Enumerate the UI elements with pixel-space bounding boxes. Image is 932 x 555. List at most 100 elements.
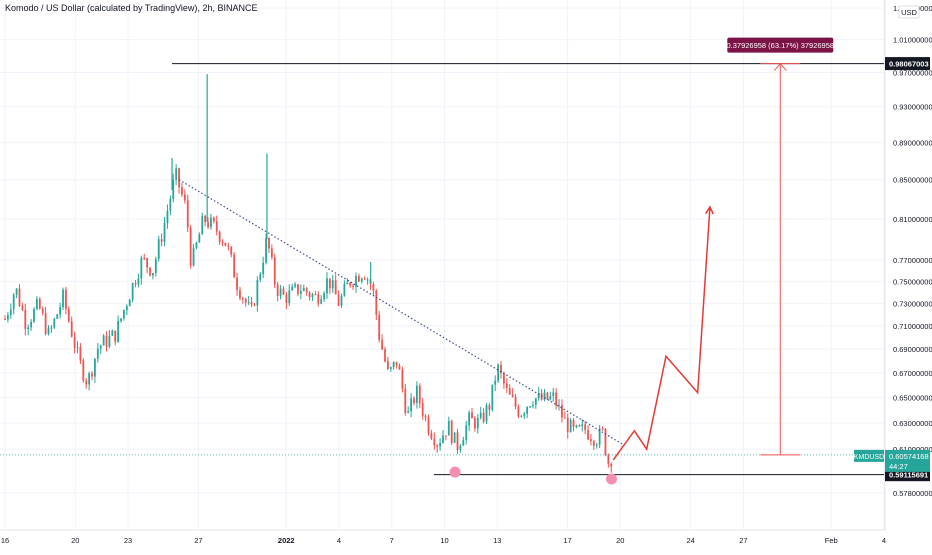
candle-body: [532, 405, 534, 407]
candle-body: [337, 294, 340, 306]
price-tick-label: 0.75000000: [893, 277, 932, 286]
candle-body: [363, 278, 366, 280]
candle-body: [181, 187, 183, 195]
candle-body: [53, 318, 56, 328]
candle-body: [558, 405, 560, 407]
candle-body: [389, 367, 392, 369]
candle-body: [108, 335, 111, 347]
candle-body: [73, 336, 76, 348]
candle-body: [308, 292, 311, 298]
candle-body: [218, 231, 221, 242]
candle-body: [27, 327, 30, 329]
candle-body: [601, 428, 604, 430]
candle-body: [459, 445, 462, 450]
price-tick-label: 0.77000000: [893, 256, 932, 265]
candle-body: [111, 330, 114, 336]
candle-body: [152, 273, 154, 276]
candle-body: [256, 279, 259, 306]
candle-body: [212, 217, 215, 222]
candle-body: [172, 179, 175, 199]
time-tick-label: 20: [616, 536, 624, 545]
candle-body: [561, 405, 563, 418]
candle-body: [360, 278, 363, 282]
candle-body: [302, 288, 305, 291]
candle-body: [424, 416, 427, 418]
candle-body: [372, 283, 375, 291]
candle-body: [326, 278, 328, 294]
candle-body: [410, 398, 412, 412]
candle-body: [149, 267, 151, 276]
candle-body: [59, 307, 62, 315]
candle-body: [94, 358, 96, 377]
ticker-tag-box: [854, 449, 884, 462]
candle-body: [268, 238, 270, 249]
candle-body: [386, 361, 389, 369]
candle-body: [331, 280, 334, 289]
candle-body: [526, 406, 529, 414]
candle-body: [595, 444, 598, 446]
projection-arrowhead: [705, 205, 715, 215]
countdown-tag: 44:27: [889, 462, 908, 471]
candle-body: [555, 392, 558, 406]
candle-body: [276, 284, 279, 296]
price-tick-label: 0.63000000: [893, 419, 932, 428]
candle-body: [343, 284, 346, 296]
candle-body: [488, 405, 491, 410]
candle-body: [224, 243, 227, 246]
candle-body: [349, 282, 352, 286]
candle-body: [227, 245, 230, 247]
time-tick-label: 23: [124, 536, 132, 545]
candle-body: [120, 318, 122, 321]
candle-body: [79, 347, 82, 361]
candle-body: [552, 392, 555, 396]
candle-body: [534, 398, 537, 406]
candle-body: [355, 275, 357, 287]
candle-body: [236, 277, 238, 291]
currency-label: USD: [901, 8, 917, 17]
price-tick-label: 0.73000000: [893, 299, 932, 308]
candle-body: [262, 262, 265, 275]
time-tick-label: 13: [493, 536, 501, 545]
candle-body: [143, 257, 146, 259]
candle-body: [160, 239, 163, 242]
candle-body: [117, 320, 120, 342]
candle-body: [543, 392, 546, 400]
candle-body: [140, 257, 143, 279]
candle-body: [131, 283, 134, 300]
candle-body: [210, 217, 212, 228]
candle-body: [99, 345, 102, 349]
candle-body: [128, 299, 131, 307]
candle-body: [491, 384, 494, 410]
price-tick-label: 0.65000000: [893, 394, 932, 403]
price-tick-label: 0.81000000: [893, 215, 932, 224]
candle-body: [189, 227, 192, 266]
candle-body: [384, 349, 386, 362]
candle-body: [137, 278, 140, 285]
candle-body: [590, 439, 592, 442]
candle-body: [201, 215, 204, 235]
touch-marker: [449, 466, 461, 478]
exchange: BINANCE: [217, 3, 258, 13]
candle-body: [442, 435, 444, 443]
candle-body: [259, 274, 262, 280]
candle-body: [7, 314, 9, 320]
current-price-tag: 0.60574168: [889, 452, 929, 461]
resistance-price-tag: 0.98067003: [889, 60, 929, 69]
time-tick-label: 7: [390, 536, 394, 545]
candle-body: [239, 290, 241, 299]
overlays: [0, 62, 884, 485]
candle-body: [195, 242, 198, 249]
candle-body: [456, 432, 459, 450]
candle-body: [549, 395, 552, 400]
candle-body: [447, 420, 450, 436]
candle-body: [163, 223, 166, 242]
candle-body: [82, 360, 85, 381]
support-price-tag: 0.59115691: [889, 471, 928, 480]
candle-body: [125, 306, 128, 310]
candle-body: [575, 425, 578, 427]
candle-body: [352, 285, 354, 287]
candle-body: [474, 418, 476, 429]
candle-body: [413, 398, 415, 403]
